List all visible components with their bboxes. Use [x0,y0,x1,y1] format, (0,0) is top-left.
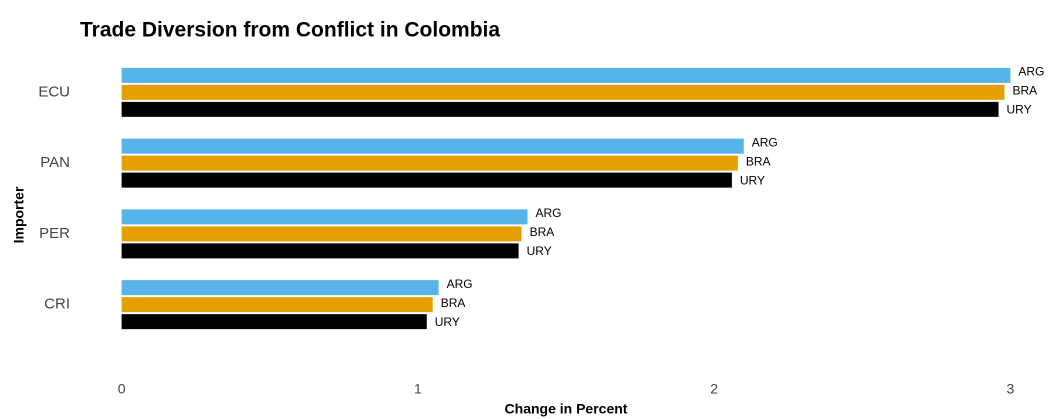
bar-label: URY [527,244,552,258]
bar-label: URY [1007,103,1032,117]
bar-label: BRA [530,225,555,239]
x-tick-label: 0 [118,381,126,397]
y-tick-label: PER [39,225,70,242]
bar [121,226,522,242]
bar-label: BRA [441,296,466,310]
y-tick-label: PAN [40,154,70,171]
bar [121,155,738,171]
bar [121,243,519,259]
bar-label: URY [435,315,460,329]
bar [121,67,1011,83]
bar [121,172,732,188]
x-tick-label: 1 [414,381,422,397]
bar-label: BRA [1012,84,1037,98]
bar-label: ARG [535,206,561,220]
x-tick-label: 3 [1006,381,1014,397]
bar-label: ARG [752,135,778,149]
bar [121,101,999,117]
bar [121,280,439,296]
bar-label: ARG [1018,65,1044,79]
bar [121,314,427,330]
bar-label: ARG [447,277,473,291]
bar [121,84,1005,100]
y-tick-label: CRI [44,296,70,313]
x-tick-label: 2 [710,381,718,397]
y-tick-label: ECU [38,83,70,100]
x-axis-title: Change in Percent [505,401,628,417]
chart-title: Trade Diversion from Conflict in Colombi… [80,19,500,42]
bar-label: BRA [746,154,771,168]
bar [121,297,433,313]
bar [121,209,528,225]
bar [121,138,744,154]
bar-label: URY [740,173,765,187]
y-axis-title: Importer [11,186,27,243]
